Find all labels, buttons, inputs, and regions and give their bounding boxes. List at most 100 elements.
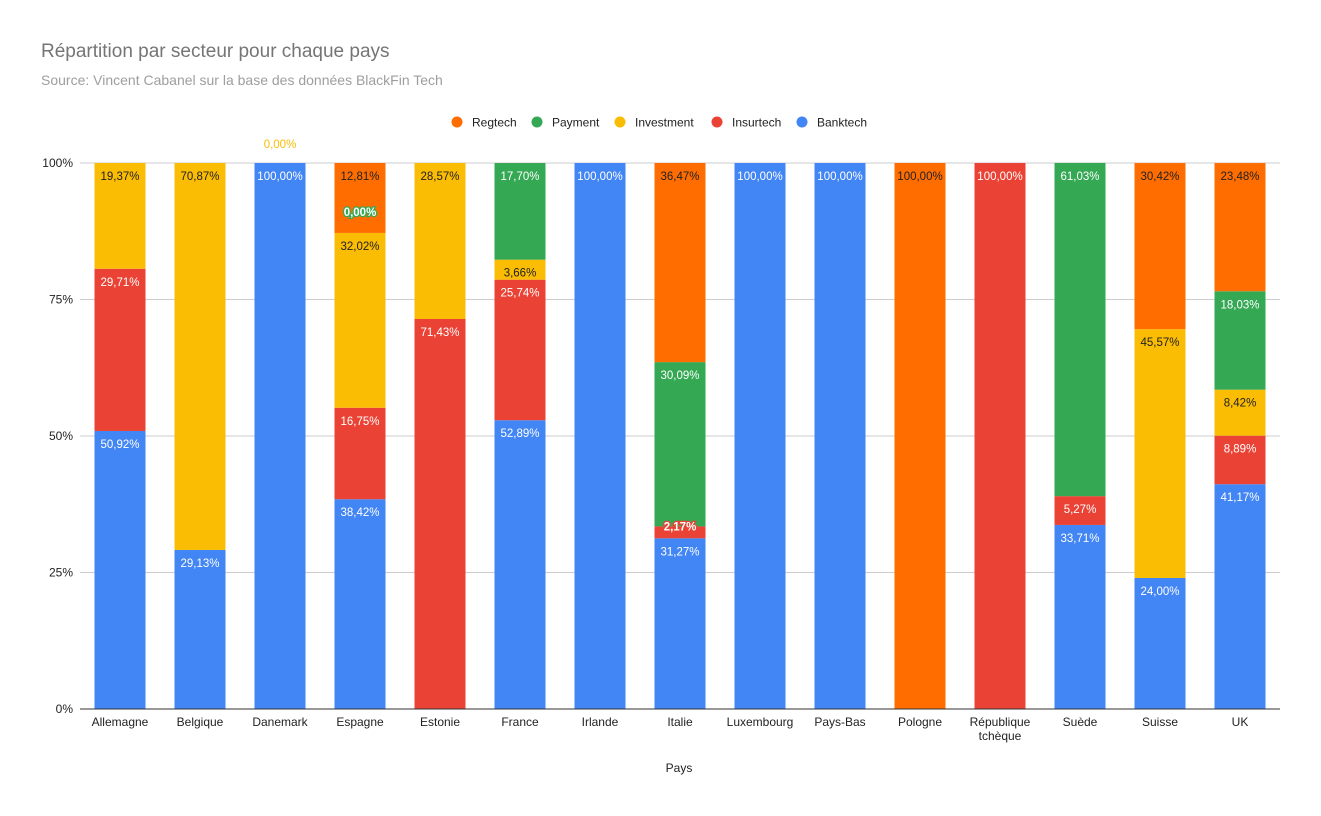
bar-belgique-investment [174,163,226,550]
data-label-espagne-banktech: 38,42% [340,507,379,519]
y-tick-label: 25% [49,566,73,580]
bar-allemagne-investment [94,163,146,269]
x-tick-label: Italie [667,715,693,729]
bar-estonie-investment [414,163,466,319]
legend-label-investment: Investment [635,116,694,130]
bar-estonie-insurtech [414,318,466,709]
data-label-france-insurtech: 25,74% [500,288,539,300]
bar-espagne-investment [334,232,386,408]
data-label-belgique-banktech: 29,13% [180,558,219,570]
bar-belgique-banktech [174,549,226,709]
bar-irlande-banktech [574,163,626,709]
x-tick-label: Pays-Bas [814,715,865,729]
bar-allemagne-insurtech [94,268,146,431]
bar-uk-insurtech [1214,435,1266,485]
x-tick-label: Suède [1063,715,1098,729]
y-tick-label: 75% [49,293,73,307]
x-tick-label: France [501,715,539,729]
data-label-pays-bas-banktech: 100,00% [817,171,862,183]
data-label-uk-banktech: 41,17% [1220,492,1259,504]
bar-france-investment [494,259,546,280]
x-tick-label: Suisse [1142,715,1178,729]
x-axis-title: Pays [666,761,693,775]
bar-pologne-regtech [894,163,946,709]
data-label-espagne-payment: 0,00% [344,207,377,219]
bar-uk-payment [1214,291,1266,390]
bar-suede-insurtech [1054,496,1106,525]
legend-label-insurtech: Insurtech [732,116,781,130]
data-label-estonie-insurtech: 71,43% [420,327,459,339]
bar-italie-regtech [654,163,706,363]
data-label-suisse-investment: 45,57% [1140,337,1179,349]
x-tick-label: Espagne [336,715,384,729]
x-tick-label: Luxembourg [727,715,794,729]
bar-republique-tcheque-insurtech [974,163,1026,709]
bar-france-banktech [494,420,546,709]
data-label-italie-insurtech: 2,17% [664,521,697,533]
data-label-suisse-banktech: 24,00% [1140,586,1179,598]
legend-label-regtech: Regtech [472,116,517,130]
x-tick-label: Danemark [252,715,308,729]
x-tick-label: Pologne [898,715,942,729]
data-label-espagne-insurtech: 16,75% [340,416,379,428]
legend-swatch-banktech [796,116,808,128]
bar-uk-investment [1214,389,1266,436]
y-tick-label: 100% [42,156,73,170]
data-label-irlande-banktech: 100,00% [577,171,622,183]
data-label-italie-payment: 30,09% [660,370,699,382]
data-label-republique-tcheque-insurtech: 100,00% [977,171,1022,183]
bar-suisse-investment [1134,329,1186,578]
legend-swatch-insurtech [711,116,723,128]
chart-title: Répartition par secteur pour chaque pays [41,41,390,62]
legend: Regtech Payment Investment Insurtech Banktec… [451,116,867,130]
data-label-espagne-investment: 32,02% [340,241,379,253]
data-label-allemagne-banktech: 50,92% [100,439,139,451]
chart-subtitle: Source: Vincent Cabanel sur la base des … [41,72,443,88]
data-label-allemagne-investment: 19,37% [100,171,139,183]
x-tick-label: tchèque [979,729,1022,743]
data-label-allemagne-insurtech: 29,71% [100,277,139,289]
y-tick-label: 0% [56,702,74,716]
x-tick-label: Irlande [582,715,619,729]
data-label-estonie-investment: 28,57% [420,171,459,183]
bar-suisse-regtech [1134,163,1186,330]
data-label-france-banktech: 52,89% [500,428,539,440]
x-tick-label: Estonie [420,715,460,729]
bar-luxembourg-banktech [734,163,786,709]
bar-uk-banktech [1214,484,1266,709]
axes: 0% 25% 50% 75% 100% Allemagne Belgique Danemark… [42,156,1280,743]
bar-italie-payment [654,362,706,527]
data-label-suede-insurtech: 5,27% [1064,504,1097,516]
data-label-suede-payment: 61,03% [1060,171,1099,183]
bar-pays-bas-banktech [814,163,866,709]
data-label-luxembourg-banktech: 100,00% [737,171,782,183]
data-label-espagne-regtech: 12,81% [340,171,379,183]
bar-suisse-banktech [1134,577,1186,709]
data-label-uk-payment: 18,03% [1220,299,1259,311]
data-label-belgique-investment: 70,87% [180,171,219,183]
bar-uk-regtech [1214,163,1266,292]
data-label-pologne-regtech: 100,00% [897,171,942,183]
data-label-france-investment: 3,66% [504,268,537,280]
data-label-uk-regtech: 23,48% [1220,171,1259,183]
data-label-suede-banktech: 33,71% [1060,533,1099,545]
bar-suede-payment [1054,162,1106,497]
bar-france-insurtech [494,279,546,421]
x-tick-label: Allemagne [92,715,149,729]
data-label-uk-investment: 8,42% [1224,398,1257,410]
data-label-danemark-investment: 0,00% [264,139,297,151]
legend-swatch-investment [614,116,626,128]
bar-espagne-regtech [334,163,386,233]
bar-espagne-insurtech [334,407,386,500]
x-tick-label: République [970,715,1031,729]
data-label-france-payment: 17,70% [500,171,539,183]
legend-swatch-regtech [451,116,463,128]
x-tick-label: Belgique [177,715,224,729]
data-label-danemark-banktech: 100,00% [257,171,302,183]
bar-italie-insurtech [654,526,706,539]
bar-italie-banktech [654,538,706,709]
data-labels: 50,92% 29,71% 19,37% 29,13% 70,87% 100,00% 0,0… [100,139,1259,598]
bar-espagne-banktech [334,499,386,709]
bar-suede-banktech [1054,524,1106,709]
